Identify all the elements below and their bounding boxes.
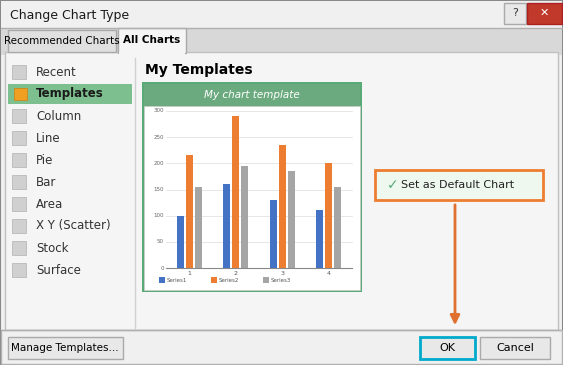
Text: 100: 100 bbox=[154, 213, 164, 218]
Bar bbox=[12, 263, 26, 277]
Text: Area: Area bbox=[36, 197, 63, 211]
Bar bbox=[1, 1, 562, 28]
Text: 250: 250 bbox=[154, 135, 164, 140]
Bar bbox=[186, 155, 193, 268]
Text: Series1: Series1 bbox=[167, 277, 187, 283]
Text: 0: 0 bbox=[160, 265, 164, 270]
Text: 2: 2 bbox=[234, 271, 238, 276]
Bar bbox=[1, 28, 562, 55]
Text: Manage Templates...: Manage Templates... bbox=[11, 343, 119, 353]
Text: Cancel: Cancel bbox=[496, 343, 534, 353]
Text: Bar: Bar bbox=[36, 176, 56, 188]
Bar bbox=[224, 184, 230, 268]
Text: Surface: Surface bbox=[36, 264, 81, 277]
Bar bbox=[480, 337, 550, 359]
Bar bbox=[334, 187, 341, 268]
Text: Set as Default Chart: Set as Default Chart bbox=[401, 180, 514, 190]
Bar bbox=[12, 241, 26, 255]
Bar bbox=[12, 175, 26, 189]
Text: 200: 200 bbox=[154, 161, 164, 166]
Bar bbox=[279, 145, 286, 268]
Bar bbox=[325, 163, 332, 268]
Text: 3: 3 bbox=[280, 271, 284, 276]
Bar bbox=[8, 30, 116, 52]
Bar bbox=[288, 171, 295, 268]
Text: My Templates: My Templates bbox=[145, 63, 253, 77]
Text: 4: 4 bbox=[327, 271, 330, 276]
Bar bbox=[177, 216, 184, 268]
Bar bbox=[12, 153, 26, 167]
Bar bbox=[504, 3, 526, 24]
Bar bbox=[159, 277, 165, 283]
Text: Pie: Pie bbox=[36, 154, 53, 166]
Text: OK: OK bbox=[439, 343, 455, 353]
Text: ✕: ✕ bbox=[539, 8, 549, 18]
Bar bbox=[8, 337, 123, 359]
Bar bbox=[527, 3, 562, 24]
Bar bbox=[263, 277, 269, 283]
Bar bbox=[8, 84, 132, 104]
Bar bbox=[12, 197, 26, 211]
Text: Series3: Series3 bbox=[271, 277, 292, 283]
Bar bbox=[12, 131, 26, 145]
Text: Change Chart Type: Change Chart Type bbox=[10, 8, 129, 22]
Bar bbox=[233, 116, 239, 268]
Text: Recommended Charts: Recommended Charts bbox=[4, 36, 120, 46]
Text: Templates: Templates bbox=[36, 88, 104, 100]
Bar bbox=[118, 28, 186, 53]
Text: Stock: Stock bbox=[36, 242, 69, 254]
Text: ✓: ✓ bbox=[387, 178, 399, 192]
Bar bbox=[14, 88, 27, 100]
Text: Series2: Series2 bbox=[219, 277, 239, 283]
Bar bbox=[12, 109, 26, 123]
Bar bbox=[119, 52, 185, 55]
Bar bbox=[144, 106, 360, 290]
Bar bbox=[375, 170, 543, 200]
Bar bbox=[144, 84, 360, 106]
Text: ?: ? bbox=[512, 8, 518, 18]
Text: All Charts: All Charts bbox=[123, 35, 181, 45]
Text: 150: 150 bbox=[154, 187, 164, 192]
Text: Recent: Recent bbox=[36, 65, 77, 78]
Bar bbox=[5, 52, 558, 330]
Bar bbox=[211, 277, 217, 283]
Bar bbox=[270, 200, 277, 268]
Text: 1: 1 bbox=[187, 271, 191, 276]
Bar bbox=[142, 82, 362, 292]
Bar bbox=[420, 337, 475, 359]
Text: X Y (Scatter): X Y (Scatter) bbox=[36, 219, 110, 233]
Bar bbox=[1, 330, 562, 364]
Text: My chart template: My chart template bbox=[204, 90, 300, 100]
Bar bbox=[12, 65, 26, 79]
Bar bbox=[242, 166, 248, 268]
Bar bbox=[195, 187, 202, 268]
Text: Column: Column bbox=[36, 110, 81, 123]
Text: 50: 50 bbox=[157, 239, 164, 244]
Bar bbox=[316, 211, 323, 268]
Text: Line: Line bbox=[36, 131, 61, 145]
Bar bbox=[12, 219, 26, 233]
Text: 300: 300 bbox=[154, 108, 164, 114]
